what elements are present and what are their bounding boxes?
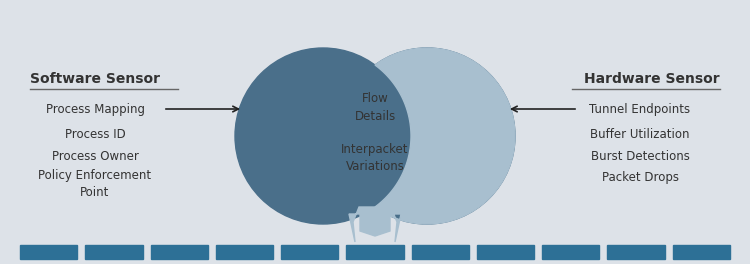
Text: Process Mapping: Process Mapping <box>46 102 145 116</box>
Text: Policy Enforcement
Point: Policy Enforcement Point <box>38 169 152 199</box>
Text: Burst Detections: Burst Detections <box>590 149 689 163</box>
Bar <box>151 245 208 259</box>
Text: Tunnel Endpoints: Tunnel Endpoints <box>590 102 691 116</box>
Text: Buffer Utilization: Buffer Utilization <box>590 128 690 140</box>
Text: Software Sensor: Software Sensor <box>30 72 160 86</box>
Bar <box>412 245 469 259</box>
Bar <box>542 245 599 259</box>
Polygon shape <box>349 48 515 242</box>
Text: Flow
Details: Flow Details <box>354 92 396 124</box>
Text: Hardware Sensor: Hardware Sensor <box>584 72 720 86</box>
Bar <box>216 245 273 259</box>
Text: Process ID: Process ID <box>64 128 125 140</box>
Text: Interpacket
Variations: Interpacket Variations <box>341 143 409 173</box>
Bar <box>346 245 404 259</box>
Bar <box>86 245 142 259</box>
Text: Process Owner: Process Owner <box>52 149 139 163</box>
Bar <box>673 245 730 259</box>
Circle shape <box>235 48 411 224</box>
Circle shape <box>339 48 515 224</box>
Bar <box>20 245 77 259</box>
Bar <box>281 245 338 259</box>
Text: Packet Drops: Packet Drops <box>602 172 679 185</box>
Bar <box>477 245 534 259</box>
Bar <box>608 245 664 259</box>
